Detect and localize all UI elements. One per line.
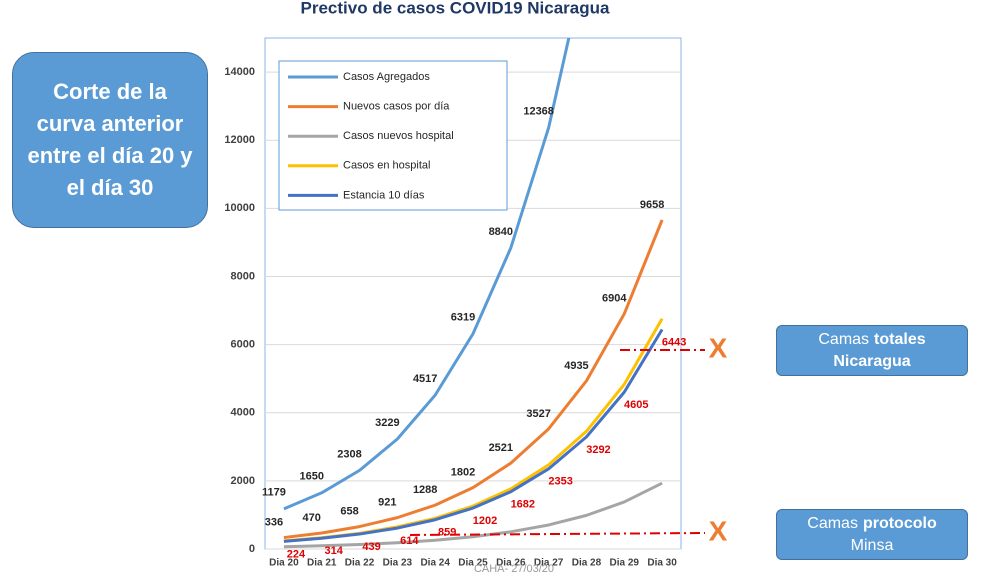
x-tick-label: Dia 26	[496, 558, 526, 569]
y-tick-label: 4000	[231, 407, 255, 419]
data-label: 6319	[451, 312, 475, 324]
box-text: Camas	[807, 514, 858, 532]
box-text: Minsa	[850, 536, 894, 554]
data-label: 3527	[526, 408, 550, 420]
x-tick-label: Dia 25	[458, 558, 488, 569]
beds-protocol-box: Camas protocolo Minsa	[776, 509, 968, 560]
box-line: Camas totales	[777, 329, 967, 351]
beds-total-box: Camas totales Nicaragua	[776, 325, 968, 376]
data-label: 658	[340, 505, 358, 517]
data-label: 6443	[662, 336, 686, 348]
box-text-bold: protocolo	[862, 514, 937, 532]
data-label: 3292	[586, 444, 610, 456]
x-tick-label: Dia 20	[269, 558, 299, 569]
y-tick-label: 8000	[231, 270, 255, 282]
x-tick-label: Dia 21	[307, 558, 337, 569]
data-label: 8840	[489, 226, 513, 238]
beds-protocol-line	[409, 532, 706, 536]
y-tick-label: 6000	[231, 339, 255, 351]
data-label: 9658	[640, 199, 664, 211]
data-label: 470	[303, 512, 321, 524]
legend-label: Estancia 10 días	[343, 189, 425, 201]
data-label: 1202	[473, 515, 497, 527]
data-label: 439	[362, 541, 380, 553]
x-mark: X	[709, 332, 728, 363]
data-label: 1802	[451, 467, 475, 479]
data-label: 6904	[602, 293, 627, 305]
box-text-bold: totales	[874, 330, 926, 348]
x-tick-label: Dia 30	[647, 558, 677, 569]
data-label: 859	[438, 527, 456, 539]
legend-label: Casos Agregados	[343, 71, 430, 83]
x-tick-label: Dia 29	[610, 558, 640, 569]
legend-label: Nuevos casos por día	[343, 101, 450, 113]
x-mark: X	[709, 515, 728, 546]
data-label: 921	[378, 497, 396, 509]
legend-label: Casos nuevos hospital	[343, 130, 454, 142]
data-label: 336	[265, 516, 283, 528]
data-label: 614	[400, 535, 419, 547]
footer: CAHA- 27/03/20	[474, 563, 554, 575]
data-label: 1179	[262, 487, 286, 499]
series-line	[283, 219, 664, 540]
data-label: 4935	[564, 360, 588, 372]
legend-label: Casos en hospital	[343, 160, 430, 172]
data-label: 4605	[624, 399, 648, 411]
note-text: Corte de la curva anterior entre el día …	[27, 79, 193, 200]
x-tick-label: Dia 27	[534, 558, 564, 569]
box-text: Nicaragua	[833, 352, 911, 370]
y-tick-label: 2000	[231, 475, 255, 487]
data-label: 1288	[413, 484, 437, 496]
box-text: Camas	[818, 330, 870, 348]
series-line	[283, 38, 571, 511]
chart-title: Prectivo de casos COVID19 Nicaragua	[301, 0, 611, 17]
x-tick-label: Dia 23	[383, 558, 413, 569]
x-tick-label: Dia 22	[345, 558, 375, 569]
y-tick-label: 10000	[224, 202, 255, 214]
y-tick-label: 12000	[224, 134, 255, 146]
x-tick-label: Dia 28	[572, 558, 602, 569]
series-line	[283, 328, 664, 543]
data-label: 4517	[413, 373, 437, 385]
data-label: 2521	[489, 442, 513, 454]
data-label: 3229	[375, 417, 399, 429]
y-tick-label: 14000	[224, 66, 255, 78]
data-label: 12368	[523, 106, 554, 118]
box-line: Camas protocolo	[777, 513, 967, 535]
data-label: 1650	[299, 471, 323, 483]
series-line	[283, 481, 663, 549]
note-box: Corte de la curva anterior entre el día …	[12, 52, 208, 228]
data-label: 2353	[548, 476, 572, 488]
data-label: 1682	[511, 499, 535, 511]
data-label: 314	[325, 545, 344, 557]
x-tick-label: Dia 24	[420, 558, 450, 569]
data-label: 224	[287, 548, 306, 560]
data-label: 2308	[337, 448, 361, 460]
y-tick-label: 0	[249, 543, 255, 555]
